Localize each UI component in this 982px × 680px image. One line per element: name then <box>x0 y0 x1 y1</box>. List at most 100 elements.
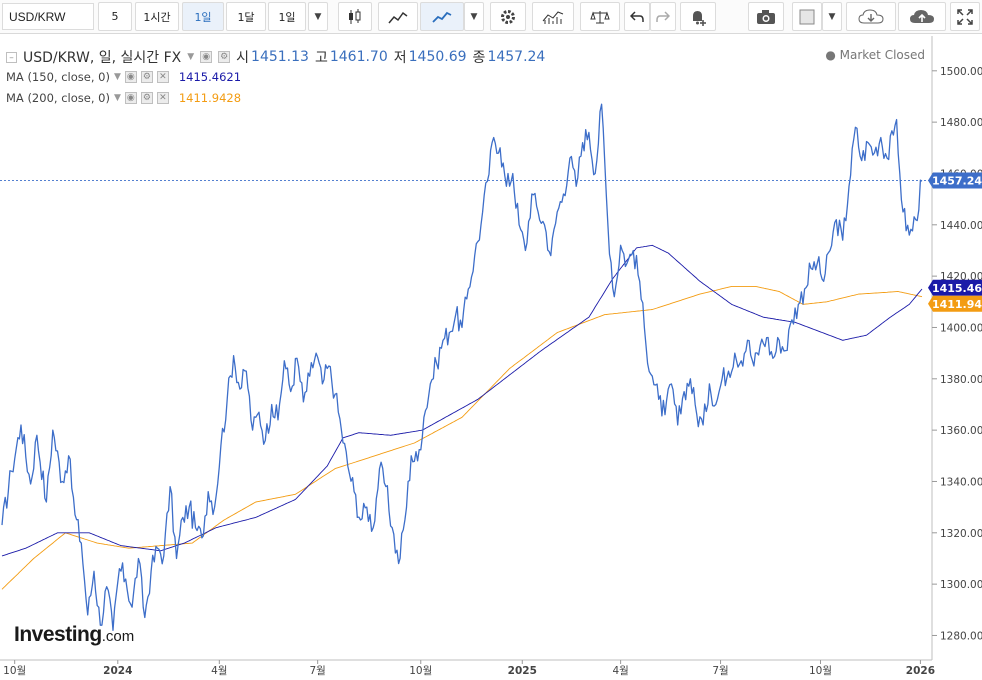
x-tick-label: 10월 <box>409 665 432 677</box>
time-axis: 10월 2024 4월 7월 10월 2025 4월 7월 10월 2026 <box>3 660 935 677</box>
line-chart-button[interactable] <box>378 2 418 31</box>
market-status: ● Market Closed <box>825 48 925 62</box>
ma200-tag-label: 1411.94 <box>932 298 982 311</box>
ma150-tag: 1415.46 <box>928 279 982 296</box>
low-value: 1450.69 <box>408 49 467 65</box>
chevron-down-icon[interactable]: ▼ <box>113 93 121 103</box>
interval-1d-button[interactable]: 1일 <box>182 2 224 31</box>
screenshot-button[interactable] <box>748 2 784 31</box>
settings-small-icon[interactable]: ⚙ <box>140 71 153 83</box>
load-chart-button[interactable] <box>846 2 896 31</box>
low-label: 저 <box>393 50 407 66</box>
brand-suffix: .com <box>101 628 135 645</box>
candlestick-button[interactable] <box>338 2 372 31</box>
compare-scale-icon <box>590 10 610 23</box>
ma150-value: 1415.4621 <box>178 70 242 84</box>
undo-button[interactable] <box>624 2 650 31</box>
fullscreen-icon <box>957 8 973 25</box>
undo-icon <box>630 10 644 22</box>
y-tick-label: 1380.00 <box>940 374 982 386</box>
x-tick-label: 7월 <box>712 665 728 677</box>
ma150-tag-box <box>928 279 982 296</box>
cloud-upload-icon <box>910 9 934 23</box>
remove-icon[interactable]: ✕ <box>156 71 169 83</box>
compare-button[interactable] <box>580 2 620 31</box>
redo-button[interactable] <box>650 2 676 31</box>
y-tick-label: 1500.00 <box>940 66 982 78</box>
interval-dropdown-button[interactable]: ▼ <box>308 2 328 31</box>
open-value: 1451.13 <box>251 49 309 65</box>
chevron-down-icon[interactable]: ▼ <box>187 52 195 62</box>
settings-small-icon[interactable]: ⚙ <box>218 51 231 63</box>
collapse-legend-icon[interactable]: – <box>6 51 17 63</box>
x-tick-label: 10월 <box>3 665 26 677</box>
interval-1m-button[interactable]: 1달 <box>226 2 266 31</box>
remove-icon[interactable]: ✕ <box>156 92 169 104</box>
indicators-button[interactable] <box>532 2 574 31</box>
visibility-icon[interactable]: ◉ <box>124 92 137 104</box>
ma150-legend: MA (150, close, 0) ▼ ◉ ⚙ ✕ 1415.4621 <box>6 70 241 84</box>
fullscreen-button[interactable] <box>950 2 980 31</box>
y-tick-label: 1280.00 <box>940 630 982 642</box>
x-tick-label: 10월 <box>809 665 832 677</box>
color-picker-icon <box>799 9 815 24</box>
camera-icon <box>757 9 775 24</box>
save-chart-button[interactable] <box>898 2 946 31</box>
close-label: 종 <box>472 50 486 66</box>
x-tick-label: 7월 <box>309 665 325 677</box>
chevron-down-icon[interactable]: ▼ <box>113 72 121 82</box>
y-tick-label: 1480.00 <box>940 117 982 129</box>
color-dropdown-button[interactable]: ▼ <box>822 2 842 31</box>
color-picker-button[interactable] <box>792 2 822 31</box>
series-layer <box>1 103 923 631</box>
open-label: 시 <box>236 50 250 66</box>
redo-icon <box>656 10 670 22</box>
brand-name: Investing <box>14 623 102 646</box>
y-tick-label: 1320.00 <box>940 528 982 540</box>
ma150-line[interactable] <box>1 244 923 557</box>
area-chart-button[interactable] <box>420 2 464 31</box>
market-status-text: Market Closed <box>839 48 925 62</box>
interval-custom-button[interactable]: 1일 <box>268 2 306 31</box>
ma200-tag-box <box>928 295 982 312</box>
chevron-down-icon: ▼ <box>470 11 478 22</box>
chevron-down-icon: ▼ <box>314 11 322 22</box>
high-label: 고 <box>314 50 328 66</box>
visibility-icon[interactable]: ◉ <box>124 71 137 83</box>
settings-button[interactable] <box>490 2 526 31</box>
toolbar: USD/KRW 5 1시간 1일 1달 1일 ▼ ▼ ▼ <box>0 0 982 34</box>
interval-input[interactable]: 5 <box>98 2 132 31</box>
settings-icon <box>501 9 515 24</box>
chart-type-dropdown[interactable]: ▼ <box>464 2 484 31</box>
ma200-value: 1411.9428 <box>178 91 242 105</box>
y-tick-label: 1340.00 <box>940 476 982 488</box>
last-price-tag-label: 1457.24 <box>932 175 982 188</box>
y-tick-label: 1440.00 <box>940 220 982 232</box>
x-tick-label: 4월 <box>211 665 227 677</box>
price-tags: 1457.24 1415.46 1411.94 <box>0 172 982 312</box>
x-tick-label: 2025 <box>508 665 537 677</box>
visibility-icon[interactable]: ◉ <box>200 51 213 63</box>
ma200-line[interactable] <box>1 285 923 590</box>
settings-small-icon[interactable]: ⚙ <box>140 92 153 104</box>
usdkrw-price-line[interactable] <box>1 103 923 631</box>
ma200-legend: MA (200, close, 0) ▼ ◉ ⚙ ✕ 1411.9428 <box>6 91 241 105</box>
legend-title: USD/KRW, 일, 실시간 FX <box>23 50 182 66</box>
ma150-tag-label: 1415.46 <box>932 282 982 295</box>
y-tick-label: 1300.00 <box>940 579 982 591</box>
add-alert-button[interactable] <box>680 2 716 31</box>
brand-logo: Investing.com <box>14 623 134 647</box>
last-price-tag-box <box>928 172 982 189</box>
candlestick-icon <box>349 8 361 24</box>
close-value: 1457.24 <box>487 49 546 65</box>
interval-1h-button[interactable]: 1시간 <box>135 2 179 31</box>
y-tick-label: 1360.00 <box>940 425 982 437</box>
symbol-search-input[interactable]: USD/KRW <box>2 3 94 30</box>
price-axis: 1280.00 1300.00 1320.00 1340.00 1360.00 1380.… <box>932 66 982 642</box>
line-chart-icon <box>388 11 408 23</box>
ma200-tag: 1411.94 <box>928 295 982 312</box>
y-tick-label: 1400.00 <box>940 322 982 334</box>
ma200-label: MA (200, close, 0) <box>6 91 110 105</box>
x-tick-label: 2026 <box>906 665 935 677</box>
